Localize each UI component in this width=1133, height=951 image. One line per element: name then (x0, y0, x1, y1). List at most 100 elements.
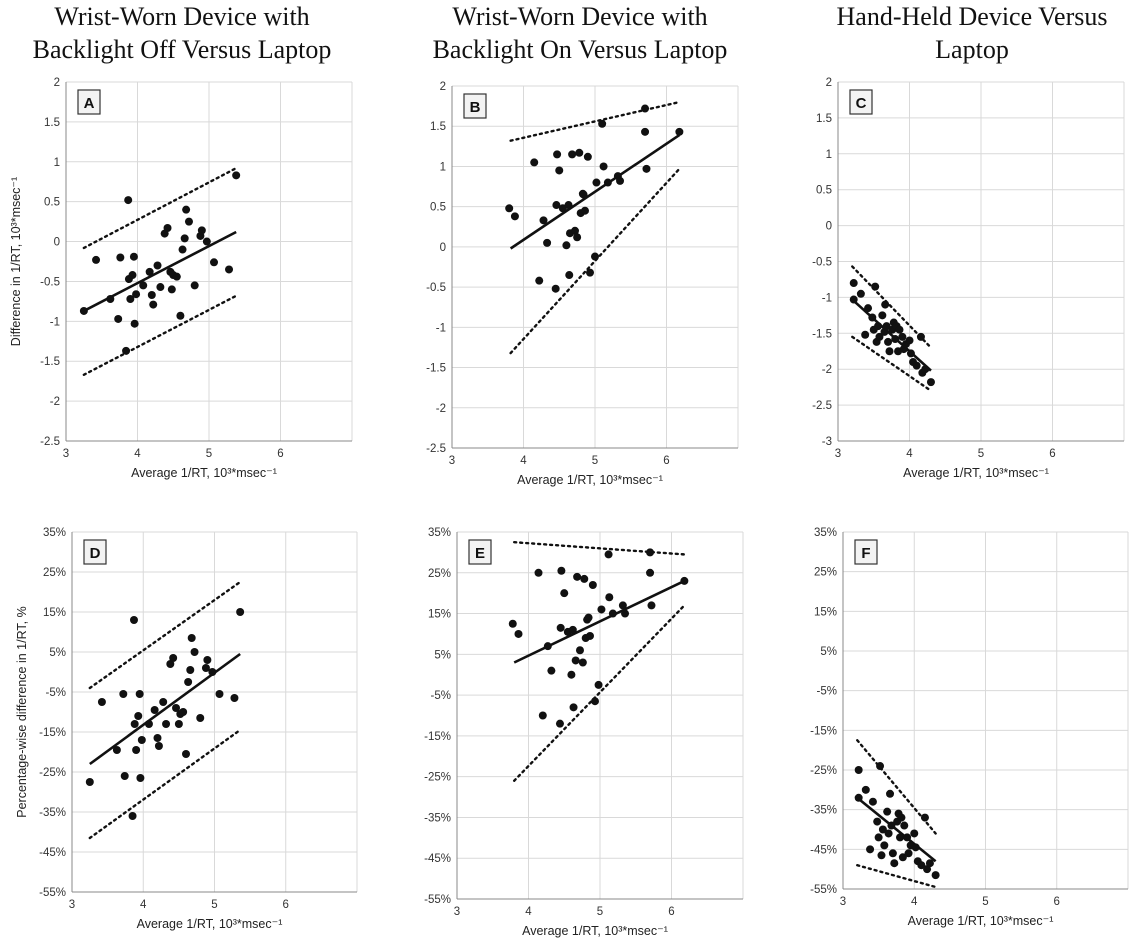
data-point (147, 291, 156, 300)
data-point (871, 282, 880, 291)
data-point (680, 576, 689, 585)
panel-letter: A (84, 95, 95, 112)
data-point (172, 704, 181, 712)
data-point (552, 201, 561, 210)
x-axis-label: Average 1/RT, 10³*msec⁻¹ (517, 473, 663, 487)
data-point (215, 690, 224, 698)
panel-b-grid (451, 85, 739, 449)
y-tick-label: -1 (436, 322, 446, 334)
data-point (926, 378, 935, 387)
data-point (890, 859, 899, 868)
data-point (618, 601, 627, 610)
data-point (119, 690, 128, 698)
panel-letter: C (856, 95, 867, 112)
y-tick-label: 15% (43, 607, 66, 619)
y-tick-label: 15% (814, 606, 837, 618)
y-tick-label: -1.5 (812, 328, 832, 340)
x-axis-label: Average 1/RT, 10³*msec⁻¹ (908, 914, 1054, 928)
y-tick-label: -2.5 (426, 443, 446, 455)
data-point (134, 712, 143, 720)
upper-limit-line (82, 166, 238, 250)
data-point (861, 785, 870, 794)
upper-limit-line (88, 580, 242, 690)
data-point (910, 829, 919, 838)
data-point (591, 252, 599, 261)
data-point (881, 300, 890, 309)
column-title-2-line-2: Backlight On Versus Laptop (433, 35, 728, 64)
data-point (864, 304, 873, 313)
x-tick-label: 4 (525, 906, 532, 918)
data-point (603, 178, 612, 187)
data-point (604, 550, 613, 559)
y-tick-label: -0.5 (426, 282, 446, 294)
data-point (186, 666, 195, 674)
data-point (197, 226, 206, 235)
data-point (580, 206, 589, 215)
x-tick-label: 3 (449, 455, 455, 467)
data-point (882, 322, 891, 331)
panel-letter: D (90, 545, 101, 562)
y-tick-label: 5% (49, 647, 66, 659)
y-tick-label: 25% (43, 567, 66, 579)
column-title-3: Hand-Held Device Versus Laptop (837, 2, 1108, 64)
data-point (153, 261, 162, 270)
data-point (877, 851, 886, 860)
data-point (883, 807, 892, 816)
data-point (114, 314, 123, 323)
panel-letter-box (83, 539, 107, 565)
x-tick-label: 6 (1049, 448, 1055, 460)
x-axis-label: Average 1/RT, 10³*msec⁻¹ (903, 466, 1049, 480)
data-point (573, 233, 582, 242)
data-point (880, 841, 889, 850)
x-tick-label: 5 (592, 455, 598, 467)
data-point (112, 746, 121, 754)
data-point (585, 268, 594, 277)
data-point (884, 829, 893, 838)
data-point (646, 568, 655, 577)
y-tick-label: 1 (440, 161, 446, 173)
data-point (514, 629, 523, 638)
y-tick-label: -55% (424, 894, 451, 906)
y-tick-label: 25% (814, 567, 837, 579)
data-point (646, 548, 655, 557)
data-point (895, 325, 904, 334)
data-point (128, 812, 137, 820)
y-tick-label: -5% (46, 687, 66, 699)
data-point (190, 648, 199, 656)
panel-d-grid (71, 531, 358, 893)
y-tick-label: -25% (424, 772, 451, 784)
data-point (568, 625, 577, 634)
data-point (904, 849, 913, 858)
data-point (129, 252, 138, 261)
y-tick-label: 0 (440, 242, 446, 254)
y-tick-label: 25% (428, 568, 451, 580)
data-point (156, 283, 165, 292)
y-tick-label: -55% (39, 887, 66, 899)
data-point (898, 332, 907, 341)
y-tick-label: -3 (822, 436, 832, 448)
column-title-1: Wrist-Worn Device with Backlight Off Ver… (33, 2, 332, 64)
data-point (560, 589, 569, 598)
column-title-1-line-1: Wrist-Worn Device with (54, 2, 309, 31)
panel-letter-box (854, 539, 878, 565)
regression-line (513, 579, 685, 664)
y-tick-label: 1.5 (430, 121, 446, 133)
x-tick-label: 6 (663, 455, 669, 467)
data-point (202, 237, 211, 246)
data-point (565, 271, 574, 280)
data-point (129, 616, 138, 624)
data-point (916, 332, 925, 341)
y-tick-label: -35% (810, 805, 837, 817)
y-tick-label: -2 (436, 403, 446, 415)
data-point (647, 601, 656, 610)
data-point (555, 719, 564, 728)
panel-d-points (85, 608, 245, 820)
y-tick-label: 35% (43, 527, 66, 539)
data-point (534, 568, 543, 577)
data-point (849, 295, 858, 304)
data-point (184, 217, 193, 226)
y-tick-label: 5% (434, 649, 451, 661)
data-point (885, 347, 894, 356)
data-point (931, 871, 940, 880)
